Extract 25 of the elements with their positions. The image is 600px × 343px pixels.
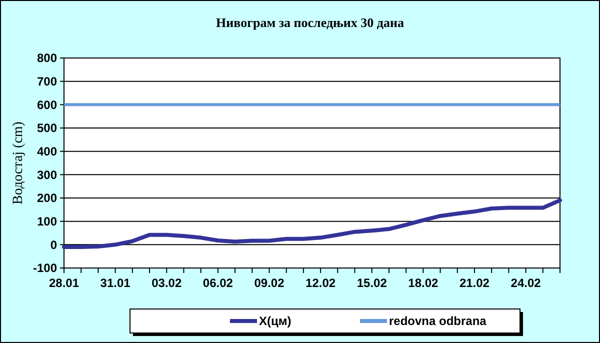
y-tick-label: 100	[36, 214, 58, 229]
x-tick-label: 31.01	[100, 276, 131, 290]
y-tick-label: 800	[36, 51, 58, 66]
legend-label: X(цм)	[259, 314, 292, 328]
y-tick-label: 0	[50, 238, 58, 252]
legend-label: redovna odbrana	[389, 314, 487, 328]
y-tick-label: 600	[36, 98, 58, 112]
x-tick-label: 12.02	[306, 276, 336, 290]
x-tick-label: 09.02	[254, 276, 285, 290]
x-tick-label: 18.02	[408, 276, 439, 290]
x-tick-label: 15.02	[356, 276, 388, 290]
y-tick-label: -100	[32, 261, 58, 276]
y-tick-label: 300	[36, 168, 58, 182]
chart-title: Нивограм за последњих 30 дана	[216, 15, 404, 30]
y-tick-label: 500	[36, 121, 58, 136]
x-tick-label: 03.02	[152, 276, 182, 290]
x-tick-label: 06.02	[202, 276, 234, 290]
y-tick-label: 200	[36, 191, 58, 206]
x-tick-label: 24.02	[510, 276, 542, 290]
line-series	[62, 198, 562, 249]
y-tick-label: 700	[36, 74, 58, 89]
x-tick-label: 21.02	[459, 276, 490, 290]
y-tick-label: 400	[36, 144, 58, 159]
y-axis-title: Водостај (cm)	[11, 121, 26, 204]
x-tick-label: 28.01	[48, 276, 80, 290]
